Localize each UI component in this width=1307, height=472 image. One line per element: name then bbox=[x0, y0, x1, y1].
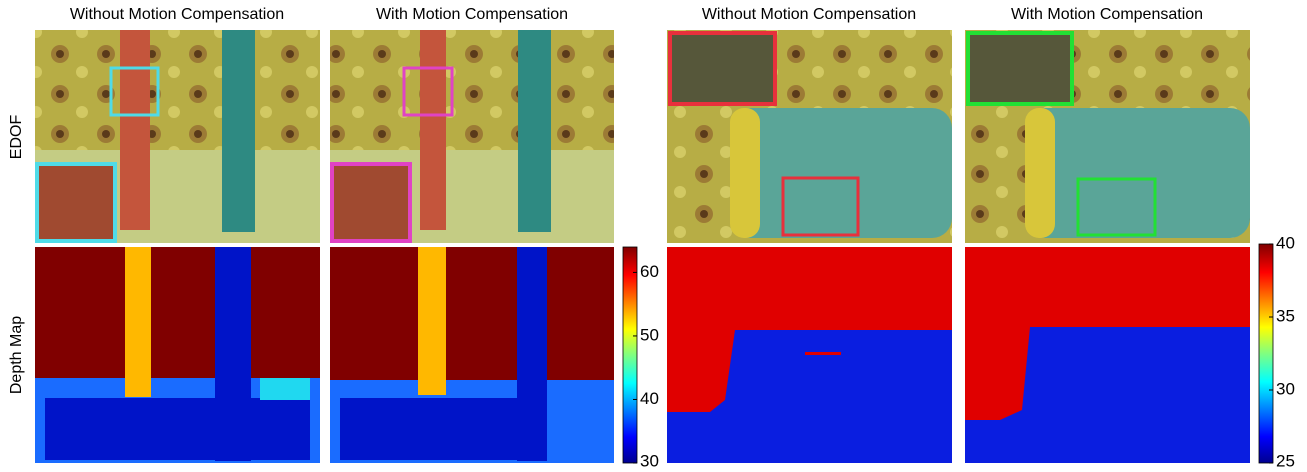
colorbar-tick-label: 30 bbox=[640, 451, 659, 470]
colorbar-tick-label: 40 bbox=[640, 389, 659, 408]
depth-map bbox=[35, 247, 320, 463]
column-title: With Motion Compensation bbox=[1011, 6, 1203, 23]
colorbar-tick-label: 40 bbox=[1276, 233, 1295, 252]
figure: Without Motion Compensation With Motion … bbox=[0, 0, 1307, 472]
row-label: Depth Map bbox=[8, 316, 25, 394]
edof-image bbox=[330, 30, 614, 243]
edof-image bbox=[965, 30, 1250, 243]
colorbar-tick-label: 25 bbox=[1276, 451, 1295, 470]
depth-map bbox=[330, 247, 614, 463]
colorbar: 30 40 50 60 bbox=[623, 247, 659, 470]
colorbar-tick-label: 60 bbox=[640, 262, 659, 281]
row-label: EDOF bbox=[8, 115, 25, 160]
column-title: Without Motion Compensation bbox=[70, 6, 284, 23]
colorbar: 25 30 35 40 bbox=[1259, 233, 1295, 470]
column-title: With Motion Compensation bbox=[376, 6, 568, 23]
edof-image bbox=[667, 30, 952, 243]
depth-map bbox=[965, 247, 1250, 463]
depth-map bbox=[667, 247, 952, 463]
column-title: Without Motion Compensation bbox=[702, 6, 916, 23]
edof-image bbox=[35, 30, 320, 243]
colorbar-tick-label: 30 bbox=[1276, 379, 1295, 398]
colorbar-gradient bbox=[1259, 244, 1273, 463]
colorbar-tick-label: 35 bbox=[1276, 306, 1295, 325]
colorbar-gradient bbox=[623, 247, 637, 463]
colorbar-tick-label: 50 bbox=[640, 325, 659, 344]
